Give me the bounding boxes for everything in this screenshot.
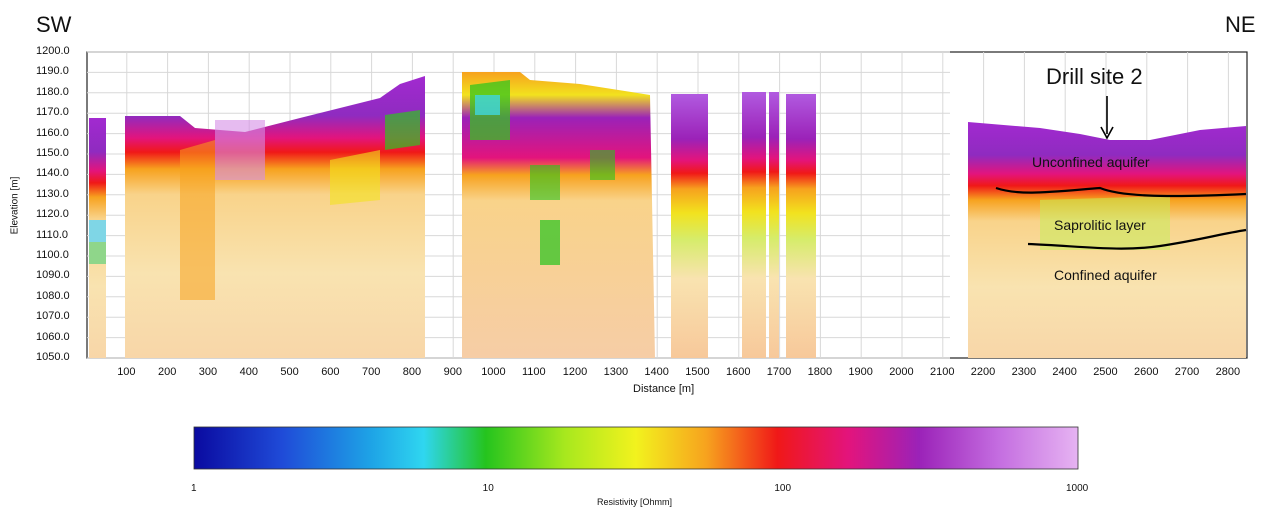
y-tick-label: 1140.0 — [36, 167, 69, 180]
y-tick-label: 1050.0 — [36, 351, 70, 363]
x-tick-label: 600 — [321, 366, 340, 378]
x-tick-label: 500 — [280, 366, 299, 378]
x-tick-label: 900 — [443, 366, 462, 378]
x-tick-label: 1000 — [481, 366, 506, 378]
x-tick-label: 100 — [117, 366, 136, 378]
colorbar-tick-label: 10 — [482, 483, 494, 494]
y-tick-label: 1060.0 — [36, 330, 70, 343]
x-tick-label: 2500 — [1093, 366, 1118, 378]
section-block-4 — [671, 94, 708, 358]
x-tick-label: 2300 — [1011, 366, 1037, 378]
x-tick-label: 700 — [362, 366, 381, 378]
section-block-5 — [742, 92, 816, 358]
saprolitic-layer-label: Saprolitic layer — [1054, 217, 1146, 233]
x-tick-label: 1600 — [726, 366, 751, 378]
y-tick-label: 1150.0 — [36, 147, 69, 159]
x-tick-label: 1300 — [603, 366, 629, 378]
y-tick-label: 1190.0 — [36, 65, 69, 78]
y-tick-label: 1100.0 — [36, 249, 69, 261]
y-tick-label: 1080.0 — [36, 289, 70, 302]
y-tick-label: 1170.0 — [36, 106, 69, 119]
y-tick-label: 1120.0 — [36, 208, 69, 221]
drill-site-arrowhead — [1100, 126, 1114, 140]
colorbar — [193, 426, 1079, 470]
y-tick-label: 1180.0 — [36, 85, 69, 98]
y-tick-label: 1070.0 — [36, 310, 70, 323]
colorbar-tick-label: 100 — [774, 483, 792, 494]
x-tick-label: 1700 — [766, 366, 792, 378]
x-tick-label: 1400 — [644, 366, 669, 378]
x-tick-label: 2600 — [1134, 366, 1159, 378]
x-tick-label: 1800 — [807, 366, 833, 378]
colorbar-tick-label: 1 — [191, 483, 197, 494]
section-block-1 — [89, 118, 106, 358]
x-tick-label: 2200 — [970, 366, 996, 378]
x-tick-label: 1900 — [848, 366, 873, 378]
x-axis-label: Distance [m] — [633, 383, 695, 395]
x-tick-label: 2700 — [1174, 366, 1200, 378]
y-tick-label: 1130.0 — [36, 187, 69, 200]
x-tick-label: 200 — [158, 366, 177, 378]
x-tick-label: 2000 — [889, 366, 914, 378]
confined-aquifer-label: Confined aquifer — [1054, 267, 1157, 283]
unconfined-boundary-line — [995, 186, 1247, 198]
y-tick-label: 1160.0 — [36, 126, 69, 139]
section-block-2 — [125, 76, 425, 358]
x-tick-label: 2100 — [930, 366, 955, 378]
y-tick-label: 1090.0 — [36, 269, 70, 282]
x-tick-label: 1200 — [562, 366, 588, 378]
x-tick-label: 2800 — [1215, 366, 1241, 378]
unconfined-aquifer-label: Unconfined aquifer — [1032, 154, 1150, 170]
x-tick-label: 1100 — [522, 366, 546, 378]
direction-sw-label: SW — [36, 12, 72, 37]
x-tick-label: 400 — [239, 366, 258, 378]
x-tick-label: 1500 — [685, 366, 710, 378]
y-tick-label: 1110.0 — [36, 228, 69, 241]
y-tick-label: 1200.0 — [36, 45, 70, 57]
x-tick-label: 300 — [198, 366, 218, 378]
section-block-6 — [968, 122, 1246, 358]
saprolitic-boundary-line — [1027, 228, 1247, 250]
section-block-3 — [462, 72, 655, 358]
colorbar-tick-label: 1000 — [1066, 483, 1089, 494]
x-tick-label: 800 — [402, 366, 422, 378]
direction-ne-label: NE — [1225, 12, 1256, 37]
colorbar-title: Resistivity [Ohmm] — [597, 497, 673, 507]
x-tick-label: 2400 — [1052, 366, 1077, 378]
drill-site-label: Drill site 2 — [1046, 64, 1143, 89]
